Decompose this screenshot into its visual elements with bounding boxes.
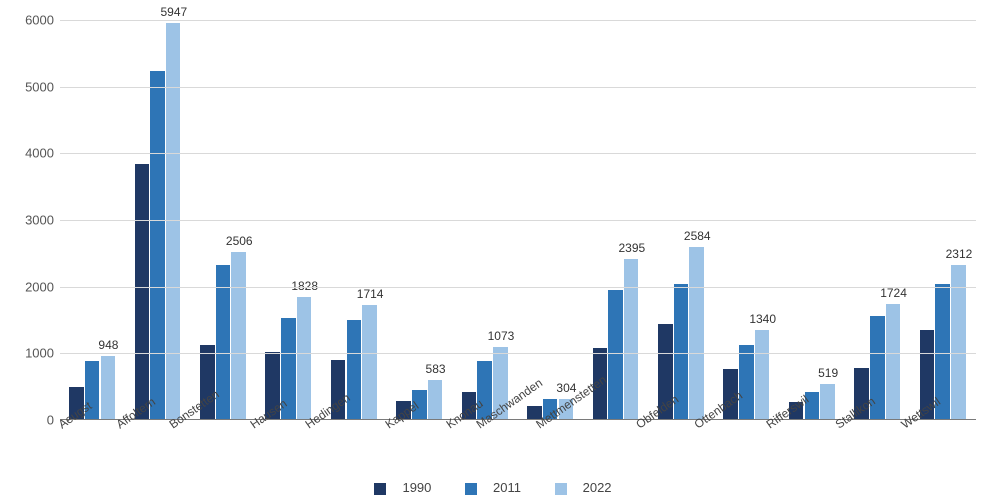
y-tick-label: 3000 [10,213,54,228]
gridline [60,153,976,154]
bar-2022 [624,259,639,419]
bar-2022 [820,384,835,419]
bar-2022 [886,304,901,419]
y-tick-label: 6000 [10,13,54,28]
gridline [60,220,976,221]
y-tick-label: 1000 [10,346,54,361]
y-tick-label: 4000 [10,146,54,161]
bar-2011 [739,345,754,419]
gridline [60,20,976,21]
gridline [60,353,976,354]
legend-item-1990: 1990 [374,480,441,495]
value-label: 519 [818,366,838,380]
legend-label: 1990 [402,480,431,495]
legend-label: 2011 [493,480,521,495]
value-label: 5947 [160,5,187,19]
bar-2022 [755,330,770,419]
gridline [60,287,976,288]
bar-2022 [428,380,443,419]
bar-2022 [689,247,704,419]
bar-2011 [608,290,623,419]
legend-label: 2022 [583,480,612,495]
y-tick-label: 0 [10,413,54,428]
value-label: 2584 [684,229,711,243]
value-label: 1340 [749,312,776,326]
gridline [60,87,976,88]
value-label: 1724 [880,286,907,300]
plot-area: 9485947250618281714583107330423952584134… [60,20,976,420]
x-axis-labels: AeugstAffolternBonstettenHausenHedingenK… [60,420,976,460]
bar-2022 [362,305,377,419]
bar-1990 [135,164,150,419]
value-label: 2395 [618,241,645,255]
y-tick-label: 2000 [10,279,54,294]
bar-2011 [150,71,165,419]
bar-2022 [231,252,246,419]
value-label: 1073 [488,329,515,343]
y-tick-label: 5000 [10,79,54,94]
legend-item-2011: 2011 [465,480,531,495]
legend: 1990 2011 2022 [0,480,996,495]
value-label: 583 [426,362,446,376]
value-label: 948 [98,338,118,352]
bar-2022 [297,297,312,419]
value-label: 2506 [226,234,253,248]
legend-item-2022: 2022 [555,480,622,495]
value-label: 2312 [946,247,973,261]
bar-2022 [951,265,966,419]
bar-2022 [101,356,116,419]
population-bar-chart: 9485947250618281714583107330423952584134… [0,0,996,500]
value-label: 1714 [357,287,384,301]
